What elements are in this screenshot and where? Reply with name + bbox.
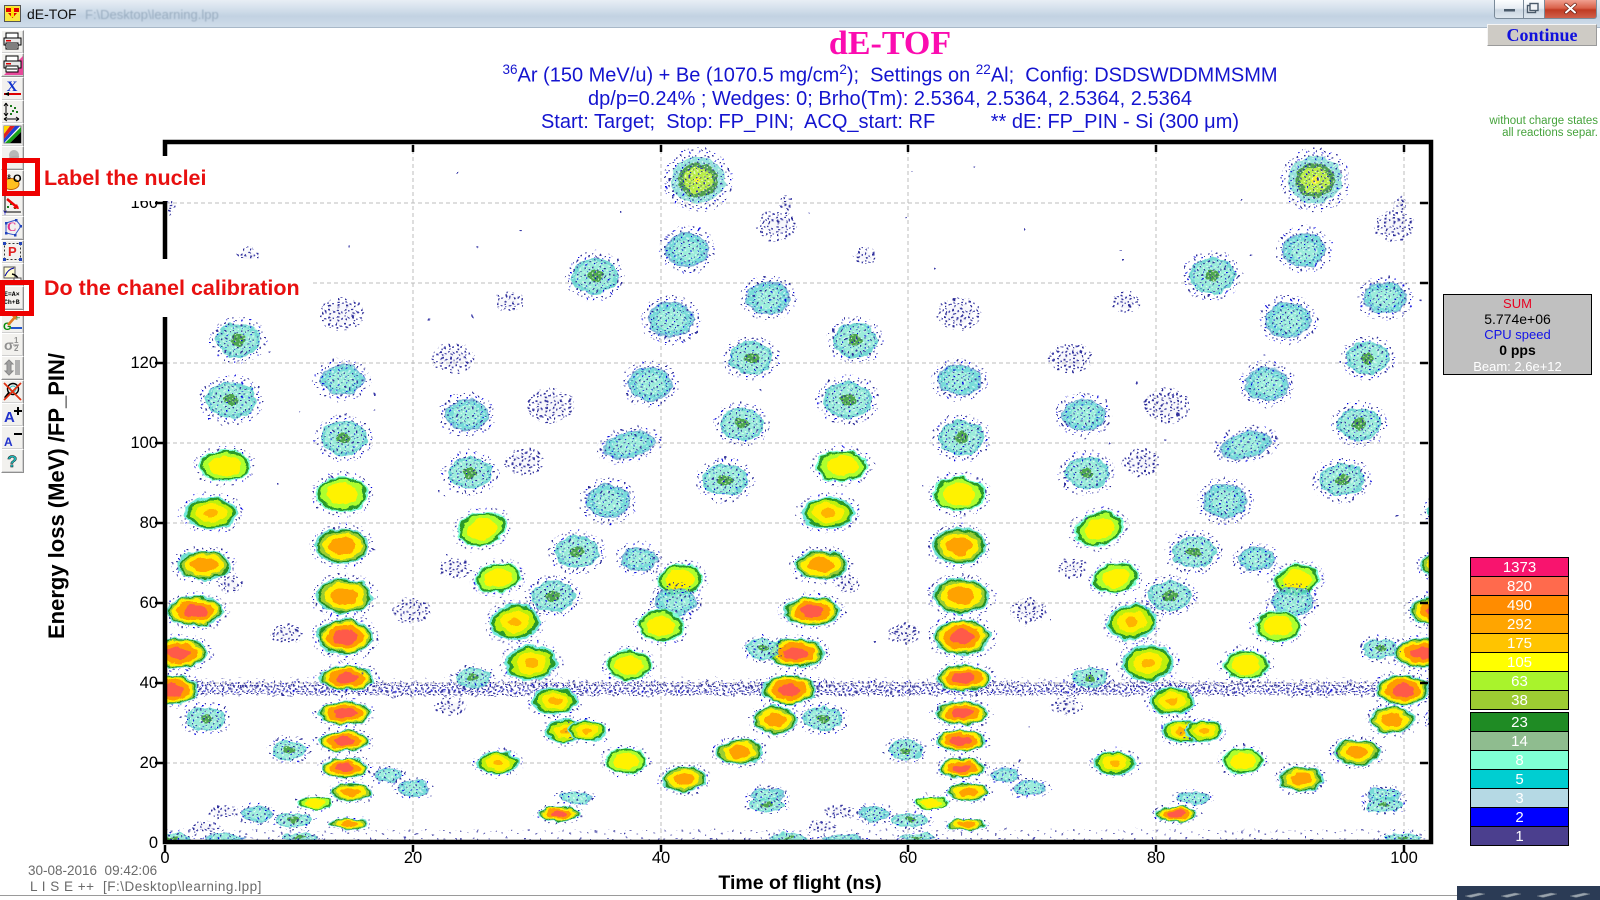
svg-text:E=A×: E=A× [4, 291, 20, 298]
svg-text:Energy loss (MeV) /FP_PIN/: Energy loss (MeV) /FP_PIN/ [44, 353, 69, 639]
svg-text:40: 40 [140, 674, 158, 692]
svg-text:Y: Y [3, 211, 7, 215]
svg-text:0: 0 [160, 849, 169, 867]
svg-text:σ: σ [4, 337, 14, 353]
svg-text:?: ? [7, 452, 17, 471]
svg-text:F: F [16, 315, 20, 322]
svg-text:80: 80 [1147, 849, 1165, 867]
svg-text:20: 20 [140, 754, 158, 772]
svg-text:P: P [8, 244, 17, 259]
svg-text:20: 20 [404, 849, 422, 867]
svg-text:X: X [7, 79, 18, 95]
svg-text:1: 1 [14, 336, 19, 345]
svg-text:40: 40 [652, 849, 670, 867]
svg-text:C: C [7, 219, 16, 234]
svg-text:80: 80 [140, 514, 158, 532]
svg-text:60: 60 [899, 849, 917, 867]
svg-text:2: 2 [14, 344, 19, 353]
svg-text:0: 0 [149, 834, 158, 852]
svg-text:A: A [4, 409, 15, 425]
svg-text:O: O [13, 173, 22, 185]
svg-text:G: G [3, 321, 12, 332]
svg-text:Ch+B: Ch+B [4, 299, 20, 306]
svg-text:100: 100 [130, 434, 158, 452]
svg-text:Time of flight (ns): Time of flight (ns) [718, 872, 881, 894]
svg-text:120: 120 [130, 354, 158, 372]
svg-text:A: A [4, 435, 13, 448]
svg-text:100: 100 [1390, 849, 1418, 867]
svg-text:60: 60 [140, 594, 158, 612]
svg-text:28: 28 [4, 175, 11, 181]
